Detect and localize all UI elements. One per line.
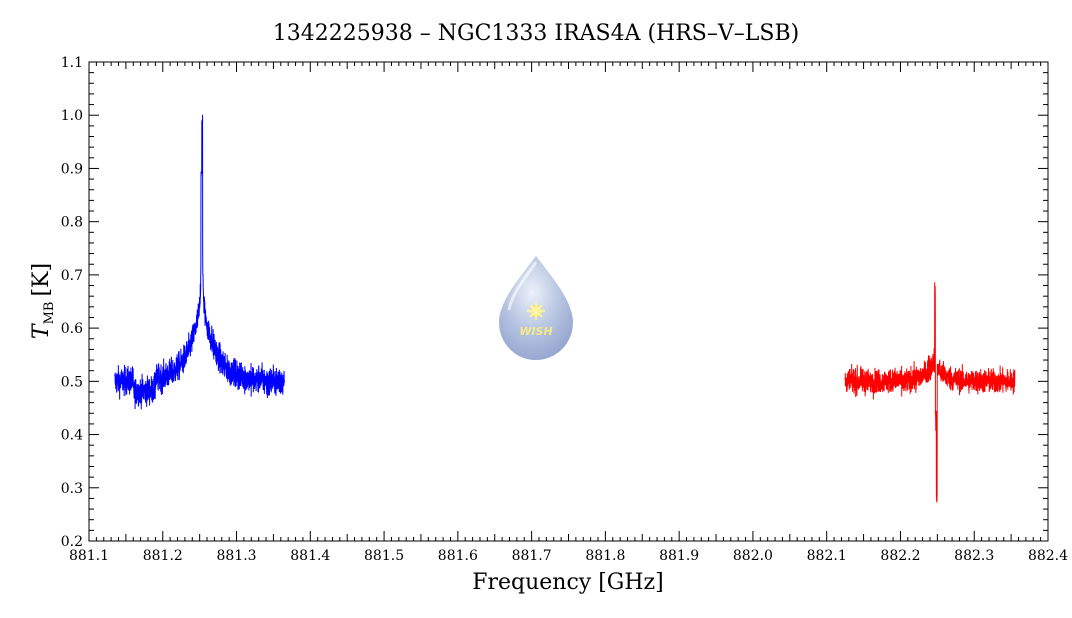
- y-tick-label: 0.8: [61, 215, 83, 231]
- x-tick-label: 881.1: [69, 548, 109, 564]
- logo-text: WISH: [519, 325, 552, 338]
- y-tick-label: 0.4: [61, 428, 83, 444]
- wish-logo: WISH: [499, 256, 573, 360]
- y-axis-label: TMB [K]: [29, 263, 57, 339]
- y-tick-label: 0.5: [61, 374, 83, 390]
- y-axis-label-sub: MB: [42, 302, 57, 325]
- x-tick-label: 881.2: [143, 548, 183, 564]
- x-tick-label: 881.7: [512, 548, 552, 564]
- x-tick-label: 881.8: [585, 548, 625, 564]
- x-tick-label: 882.3: [954, 548, 994, 564]
- x-tick-label: 881.5: [364, 548, 404, 564]
- series-line-blue: [114, 114, 285, 410]
- x-tick-label: 882.0: [733, 548, 773, 564]
- series-line-red: [844, 282, 1016, 503]
- ticks-layer: 881.1 881.2 881.3 881.4 881.5 881.6 881.7 881.8…: [61, 55, 1068, 564]
- x-axis-label: Frequency [GHz]: [472, 570, 664, 595]
- x-tick-label: 881.3: [216, 548, 256, 564]
- y-tick-label: 1.0: [61, 108, 83, 124]
- y-tick-label: 0.7: [61, 268, 83, 284]
- x-tick-label: 881.4: [290, 548, 330, 564]
- x-tick-label: 882.2: [880, 548, 920, 564]
- y-axis-label-unit: [K]: [29, 263, 54, 297]
- y-tick-label: 1.1: [61, 55, 83, 71]
- y-tick-label: 0.2: [61, 534, 83, 550]
- x-tick-label: 881.9: [659, 548, 699, 564]
- x-tick-label: 881.6: [438, 548, 478, 564]
- svg-text:TMB[K]: TMB [K]: [29, 263, 57, 339]
- x-tick-label: 882.4: [1028, 548, 1068, 564]
- x-tick-label: 882.1: [807, 548, 847, 564]
- y-tick-label: 0.6: [61, 321, 83, 337]
- plot-frame: [88, 61, 1049, 542]
- y-axis-label-main: T: [29, 322, 54, 339]
- y-tick-label: 0.3: [61, 481, 83, 497]
- chart-title: 1342225938 – NGC1333 IRAS4A (HRS–V–LSB): [273, 21, 799, 46]
- series-layer: [114, 114, 1016, 503]
- y-tick-label: 0.9: [61, 161, 83, 177]
